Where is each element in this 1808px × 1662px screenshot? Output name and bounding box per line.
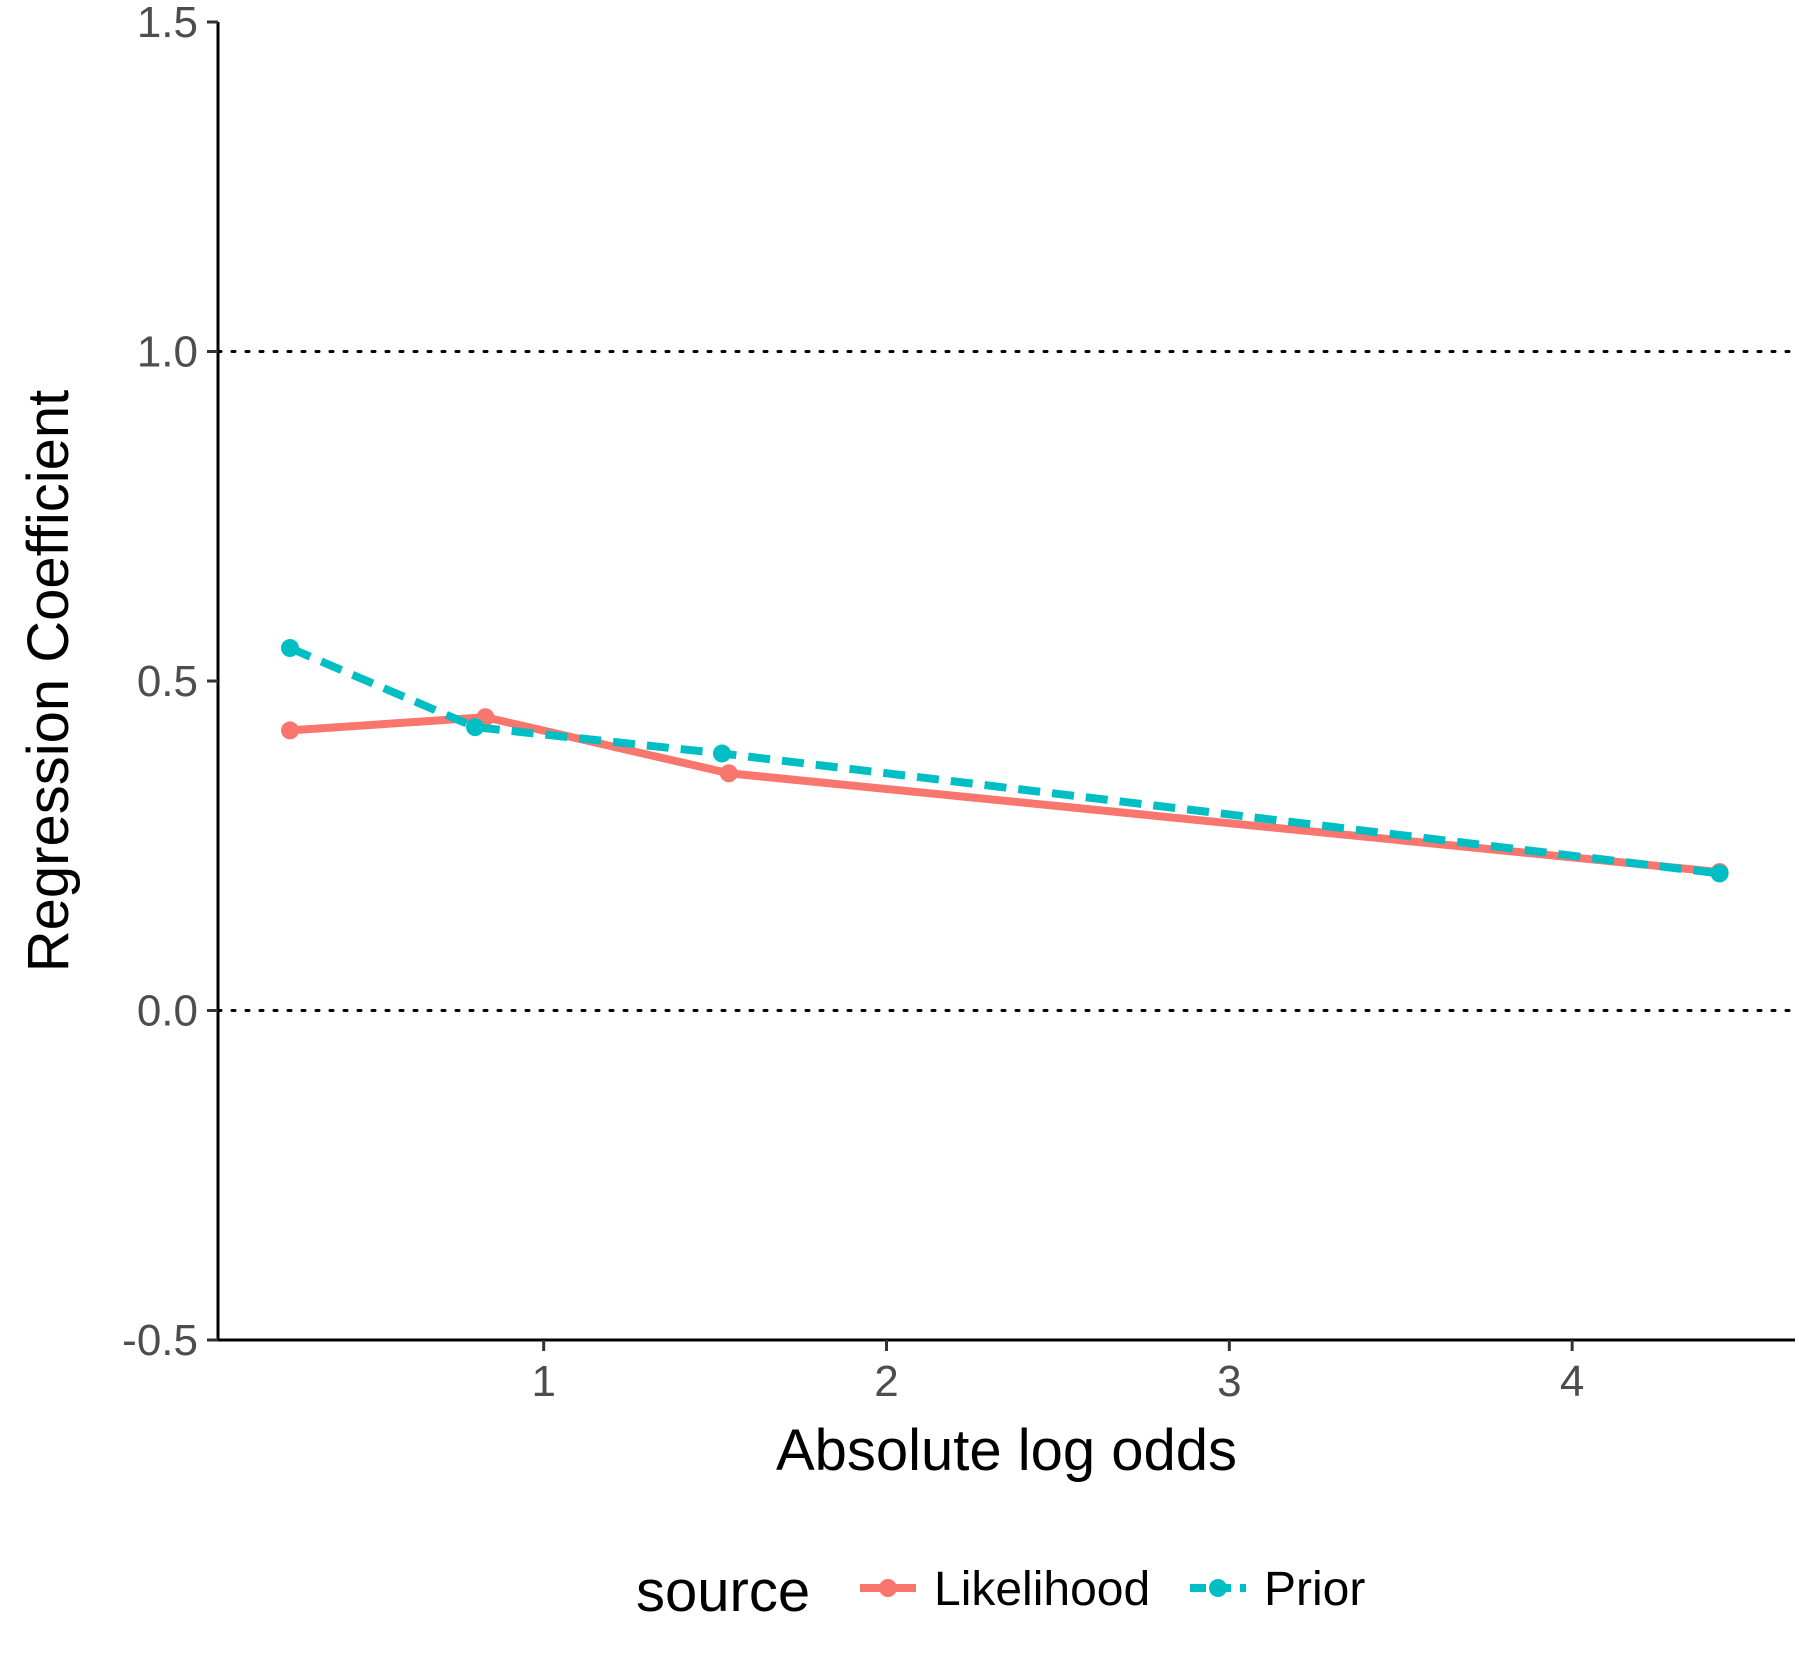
y-tick-label: 1.5 [137, 0, 198, 47]
legend-items: Likelihood Prior [860, 1563, 1365, 1616]
x-axis-ticks: 1 2 3 4 [531, 1340, 1584, 1406]
legend-title: source [636, 1559, 810, 1624]
series-line-likelihood [289, 713, 1720, 877]
series-line-prior [288, 644, 1721, 878]
data-point-prior [712, 744, 731, 763]
series-layer [280, 639, 1729, 883]
legend-item-prior: Prior [1190, 1563, 1365, 1616]
data-point-prior [1710, 864, 1729, 883]
y-axis-title: Regression Coefficient [16, 390, 81, 972]
x-tick-label: 2 [874, 1357, 898, 1406]
series-likelihood [280, 708, 1729, 882]
data-point-likelihood [280, 721, 299, 740]
data-point-prior [280, 639, 299, 658]
legend-item-likelihood: Likelihood [860, 1563, 1150, 1616]
series-prior [280, 639, 1729, 883]
legend-label: Likelihood [934, 1563, 1150, 1616]
x-tick-label: 3 [1217, 1357, 1241, 1406]
y-tick-label: 1.0 [137, 328, 198, 377]
data-point-prior [466, 718, 485, 737]
x-tick-label: 1 [531, 1357, 555, 1406]
x-tick-label: 4 [1560, 1357, 1584, 1406]
legend: source Likelihood Prior [636, 1559, 1365, 1624]
legend-key-point [879, 1579, 897, 1597]
y-axis-ticks: -0.5 0.0 0.5 1.0 1.5 [122, 0, 218, 1365]
y-tick-label: -0.5 [122, 1316, 198, 1365]
legend-label: Prior [1264, 1563, 1365, 1616]
reference-lines [216, 350, 1797, 1012]
axes [216, 22, 1795, 1342]
data-point-likelihood [719, 764, 738, 783]
legend-key-point [1209, 1579, 1227, 1597]
y-tick-label: 0.0 [137, 987, 198, 1036]
x-axis-title: Absolute log odds [776, 1418, 1237, 1483]
y-tick-label: 0.5 [137, 657, 198, 706]
